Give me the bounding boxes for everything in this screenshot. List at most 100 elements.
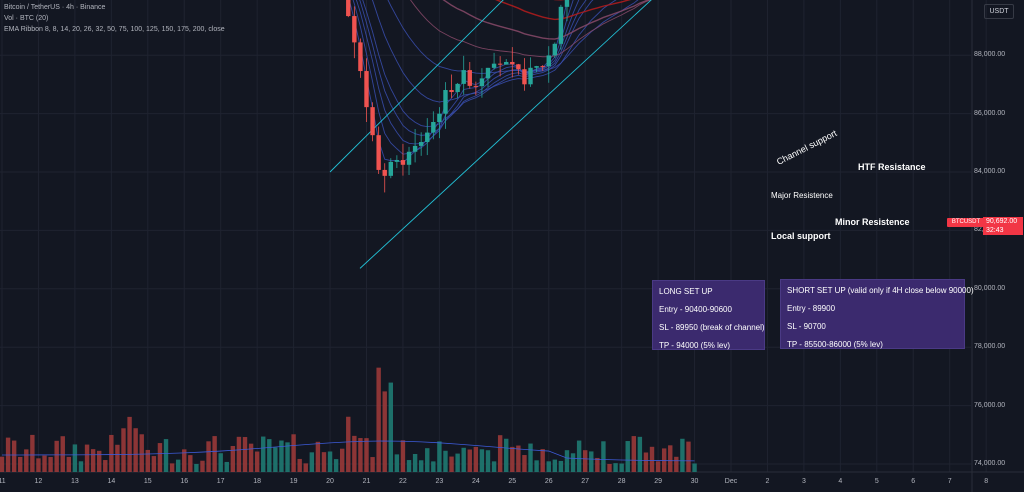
symbol-price-tag: BTCUSDT <box>947 218 985 227</box>
volume-bar <box>425 448 430 472</box>
volume-bar <box>175 459 181 472</box>
volume-bar <box>607 463 612 472</box>
volume-bar <box>109 434 114 472</box>
time-tick-label: 23 <box>435 478 444 485</box>
candle-body <box>491 63 497 68</box>
volume-bar <box>613 463 618 472</box>
time-tick-label: 21 <box>362 478 371 485</box>
symbol-title: Bitcoin / TetherUS · 4h · Binance <box>4 4 106 11</box>
volume-bar <box>364 438 369 472</box>
volume-bar <box>267 439 272 472</box>
volume-bar <box>583 450 588 472</box>
time-tick-label: 7 <box>947 478 952 485</box>
channel-upper-line <box>329 0 504 173</box>
volume-bar <box>90 449 96 472</box>
candle-body <box>437 113 442 123</box>
candles <box>346 0 570 193</box>
volume-bar <box>564 450 570 472</box>
volume-bar <box>358 438 363 472</box>
price-tick-label: 88,000.00 <box>974 51 1006 59</box>
volume-bar <box>631 436 636 472</box>
time-tick-label: 27 <box>581 478 590 485</box>
candle-body <box>540 66 545 68</box>
volume-bar <box>273 447 278 472</box>
candle-body <box>546 55 551 67</box>
candle-body <box>473 85 479 87</box>
volume-bar <box>418 460 424 472</box>
volume-bar <box>643 452 649 472</box>
price-tick-label: 80,000.00 <box>974 284 1006 292</box>
volume-bar <box>510 446 515 472</box>
volume-bar <box>552 459 558 472</box>
short-setup-note[interactable]: SHORT SET UP (valid only if 4H close bel… <box>780 279 974 349</box>
volume-bar <box>127 416 132 472</box>
volume-bar <box>36 458 41 472</box>
volume-bars <box>0 367 697 472</box>
volume-bar <box>668 445 673 472</box>
volume-bar <box>528 443 533 472</box>
volume-bar <box>139 434 144 472</box>
volume-bar <box>394 454 400 472</box>
volume-bar <box>686 441 691 472</box>
volume-bar <box>431 461 436 472</box>
volume-bar <box>479 449 485 472</box>
ema-line <box>362 0 594 128</box>
volume-bar <box>188 455 193 472</box>
volume-bar <box>412 453 418 472</box>
volume-bar <box>376 367 381 472</box>
volume-bar <box>145 449 150 472</box>
volume-bar <box>248 443 254 472</box>
volume-bar <box>315 441 321 472</box>
candle-body <box>552 43 558 56</box>
volume-bar <box>467 449 472 472</box>
short-setup-sl: SL - 90700 <box>787 322 826 331</box>
long-setup-sl: SL - 89950 (break of channel) <box>659 323 765 332</box>
price-tick-label: 74,000.00 <box>974 460 1006 467</box>
volume-indicator-label: Vol · BTC (20) <box>4 15 49 22</box>
volume-bar <box>163 439 169 472</box>
short-setup-title: SHORT SET UP (valid only if 4H close bel… <box>787 286 974 295</box>
time-tick-label: 14 <box>107 478 116 485</box>
candle-body <box>479 78 485 87</box>
time-tick-label: 24 <box>471 478 480 485</box>
ema-line <box>442 0 652 40</box>
volume-bar <box>97 450 102 472</box>
volume-bar <box>157 443 163 472</box>
volume-bar <box>449 456 454 472</box>
volume-bar <box>224 461 229 472</box>
volume-bar <box>115 444 120 472</box>
time-tick-label: 15 <box>143 478 152 485</box>
volume-bar <box>212 436 217 472</box>
time-tick-label: 25 <box>508 478 517 485</box>
candle-body <box>382 169 387 176</box>
time-tick-label: 5 <box>874 478 879 485</box>
volume-bar <box>692 463 697 472</box>
volume-bar <box>103 460 108 472</box>
volume-bar <box>182 449 187 472</box>
candle-body <box>528 67 533 85</box>
ema-line <box>409 0 652 58</box>
time-tick-label: 28 <box>617 478 626 485</box>
long-setup-note[interactable]: LONG SET UP Entry - 90400-90600 SL - 899… <box>652 280 765 350</box>
currency-button[interactable]: USDT <box>984 4 1014 19</box>
volume-bar <box>297 458 302 472</box>
time-tick-label: Dec <box>724 478 738 485</box>
candle-body <box>516 64 521 70</box>
price-tick-label: 78,000.00 <box>974 343 1006 351</box>
candle-body <box>510 61 515 65</box>
time-tick-label: 4 <box>838 478 843 485</box>
volume-bar <box>473 446 479 472</box>
volume-bar <box>291 434 296 472</box>
candle-body <box>376 135 381 170</box>
candle-body <box>497 63 503 65</box>
ema-line <box>348 0 569 164</box>
candle-body <box>412 145 418 152</box>
candle-body <box>358 42 363 72</box>
volume-bar <box>400 440 406 472</box>
volume-bar <box>649 446 655 472</box>
volume-bar <box>11 440 17 472</box>
ema-line <box>359 0 587 136</box>
ema-ribbon <box>348 0 652 164</box>
time-tick-label: 26 <box>544 478 553 485</box>
